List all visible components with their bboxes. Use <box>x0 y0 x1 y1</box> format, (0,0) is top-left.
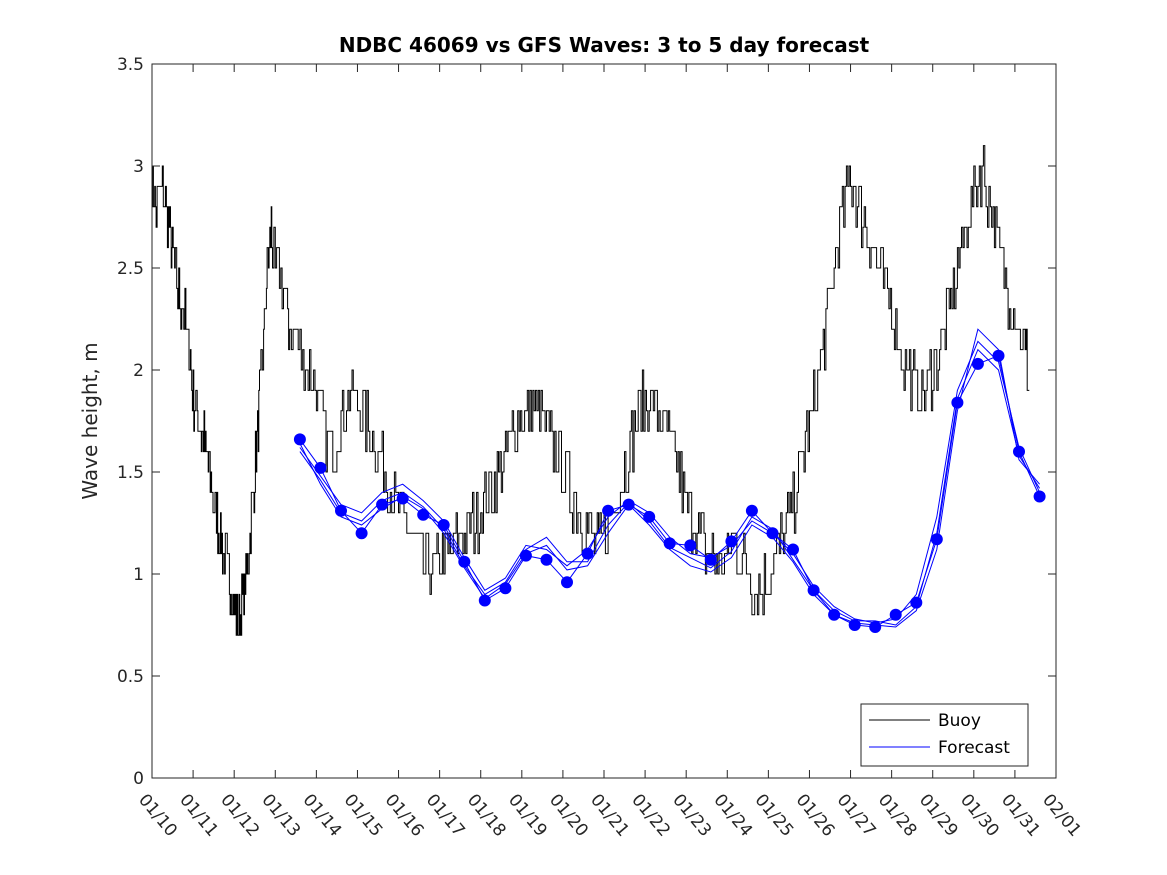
forecast-point <box>787 543 799 556</box>
y-tick-label: 3 <box>133 157 144 177</box>
forecast-point <box>766 527 779 540</box>
forecast-point <box>1013 445 1025 458</box>
y-tick-label: 3.5 <box>117 55 144 75</box>
y-tick-label: 2 <box>133 361 144 381</box>
y-axis-label: Wave height, m <box>78 342 102 499</box>
forecast-point <box>376 498 389 511</box>
y-tick-label: 1.5 <box>117 463 144 483</box>
forecast-point <box>293 433 306 446</box>
forecast-point <box>561 576 573 589</box>
legend: Buoy Forecast <box>860 703 1029 767</box>
y-axis: 0 0.5 1 1.5 2 2.5 3 3.5 <box>117 55 1056 789</box>
forecast-point <box>519 549 532 562</box>
forecast-point <box>951 396 964 409</box>
y-tick-label: 2.5 <box>117 259 144 279</box>
forecast-point <box>478 594 491 607</box>
y-tick-label: 0.5 <box>117 667 144 687</box>
forecast-point <box>910 596 923 609</box>
forecast-point <box>437 519 450 531</box>
forecast-point <box>745 504 758 517</box>
forecast-point <box>540 553 553 566</box>
forecast-point <box>930 533 943 546</box>
forecast-point <box>417 508 430 521</box>
legend-buoy-label: Buoy <box>938 711 981 731</box>
forecast-point <box>725 535 738 548</box>
forecast-ensemble-line-1 <box>299 340 1041 624</box>
forecast-point <box>622 498 635 511</box>
legend-forecast-label: Forecast <box>938 738 1010 758</box>
forecast-point <box>335 504 347 517</box>
forecast-point <box>458 555 471 568</box>
forecast-point <box>971 357 984 370</box>
forecast-point <box>889 608 902 621</box>
forecast-point <box>992 349 1005 362</box>
forecast-point <box>581 547 594 560</box>
forecast-point <box>684 539 697 552</box>
forecast-point <box>848 619 861 631</box>
forecast-point <box>663 537 676 550</box>
plot-area <box>152 64 1056 778</box>
forecast-point <box>1033 490 1046 503</box>
forecast-point <box>828 608 841 621</box>
forecast-point <box>807 584 820 597</box>
forecast-point <box>499 582 512 595</box>
y-tick-label: 1 <box>133 565 144 585</box>
forecast-ensemble-line-3 <box>299 328 1040 628</box>
forecast-point <box>869 621 882 633</box>
forecast-point <box>704 553 717 566</box>
forecast-point <box>396 492 409 505</box>
buoy-series-line <box>152 145 1030 636</box>
forecast-point <box>314 461 327 474</box>
y-tick-label: 0 <box>133 769 144 789</box>
forecast-point <box>643 510 656 523</box>
chart-title: NDBC 46069 vs GFS Waves: 3 to 5 day fore… <box>339 33 870 57</box>
legend-box <box>860 703 1029 767</box>
forecast-point <box>355 527 368 540</box>
forecast-point <box>602 504 615 517</box>
